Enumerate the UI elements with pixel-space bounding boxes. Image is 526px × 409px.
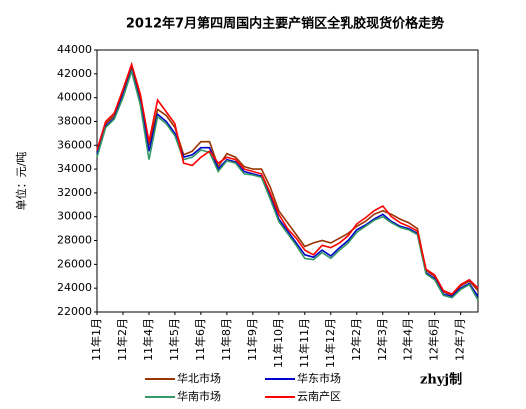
series-line xyxy=(96,67,479,298)
y-axis-label: 单位：元/吨 xyxy=(14,152,28,211)
annotation: zhyj制 xyxy=(420,372,462,388)
x-tick-label: 11年10月 xyxy=(271,318,285,368)
y-tick-label: 42000 xyxy=(57,67,92,80)
x-tick-label: 11年5月 xyxy=(167,318,181,361)
x-tick-label: 11年11月 xyxy=(297,318,311,368)
plot-frame xyxy=(96,49,479,313)
x-tick-label: 11年6月 xyxy=(193,318,207,361)
x-tick-label: 12年6月 xyxy=(427,318,441,361)
y-tick-label: 22000 xyxy=(57,305,92,318)
y-tick-label: 44000 xyxy=(57,43,92,56)
y-tick-label: 26000 xyxy=(57,257,92,270)
x-tick-label: 11年1月 xyxy=(89,318,103,361)
legend-label: 华北市场 xyxy=(177,371,221,385)
y-tick-label: 34000 xyxy=(57,162,92,175)
x-tick-label: 12年3月 xyxy=(375,318,389,361)
x-tick-label: 12年4月 xyxy=(401,318,415,361)
series-line xyxy=(96,65,479,297)
x-tick-label: 11年2月 xyxy=(115,318,129,361)
series-line xyxy=(96,68,479,301)
series-line xyxy=(96,61,479,296)
x-tick-label: 12年2月 xyxy=(349,318,363,361)
legend-label: 云南产区 xyxy=(297,389,341,403)
y-tick-label: 38000 xyxy=(57,114,92,127)
legend-label: 华南市场 xyxy=(177,389,221,403)
y-tick-label: 36000 xyxy=(57,138,92,151)
y-tick-label: 24000 xyxy=(57,281,92,294)
y-tick-label: 40000 xyxy=(57,91,92,104)
y-tick-label: 28000 xyxy=(57,234,92,247)
y-tick-label: 32000 xyxy=(57,186,92,199)
x-tick-label: 11年8月 xyxy=(219,318,233,361)
y-tick-label: 30000 xyxy=(57,210,92,223)
x-tick-label: 12年7月 xyxy=(453,318,467,361)
x-tick-label: 11年9月 xyxy=(245,318,259,361)
x-tick-label: 11年12月 xyxy=(323,318,337,368)
legend-label: 华东市场 xyxy=(297,371,341,385)
chart-title: 2012年7月第四周国内主要产销区全乳胶现货价格走势 xyxy=(126,16,444,32)
x-tick-label: 11年4月 xyxy=(141,318,155,361)
